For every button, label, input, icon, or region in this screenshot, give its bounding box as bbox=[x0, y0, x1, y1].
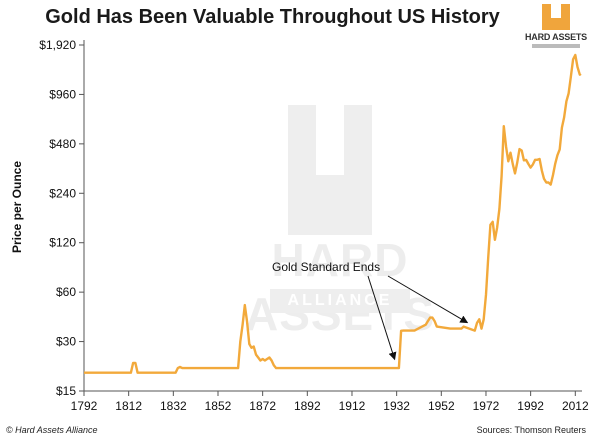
x-tick-label: 1972 bbox=[473, 399, 500, 413]
y-tick-label: $240 bbox=[49, 186, 76, 200]
sources-footer: Sources: Thomson Reuters bbox=[476, 425, 586, 435]
logo-text: HARD ASSETS bbox=[525, 32, 587, 42]
y-tick-label: $60 bbox=[56, 285, 76, 299]
y-tick-label: $1,920 bbox=[39, 38, 76, 52]
x-tick-label: 1832 bbox=[160, 399, 187, 413]
x-tick-label: 1792 bbox=[71, 399, 98, 413]
y-axis-label: Price per Ounce bbox=[10, 160, 24, 254]
y-tick-label: $960 bbox=[49, 87, 76, 101]
x-tick-label: 1952 bbox=[428, 399, 455, 413]
annotation-gold-standard-ends: Gold Standard Ends bbox=[272, 260, 380, 274]
annotation-arrow bbox=[387, 275, 469, 324]
logo-mark-icon bbox=[542, 4, 570, 30]
x-tick-label: 1912 bbox=[339, 399, 366, 413]
annotation-arrow bbox=[367, 275, 397, 361]
x-tick-label: 1992 bbox=[517, 399, 544, 413]
hard-assets-logo: HARD ASSETS bbox=[522, 4, 590, 52]
y-tick-label: $480 bbox=[49, 137, 76, 151]
gold-price-line bbox=[84, 53, 582, 374]
chart-title: Gold Has Been Valuable Throughout US His… bbox=[45, 6, 500, 28]
y-tick-label: $15 bbox=[56, 384, 76, 398]
x-tick-label: 1872 bbox=[249, 399, 276, 413]
y-tick-label: $120 bbox=[49, 236, 76, 250]
x-tick-label: 1932 bbox=[383, 399, 410, 413]
logo-underline bbox=[532, 44, 580, 48]
x-tick-label: 1852 bbox=[205, 399, 232, 413]
x-tick-label: 2012 bbox=[562, 399, 589, 413]
x-tick-label: 1892 bbox=[294, 399, 321, 413]
x-tick-label: 1812 bbox=[115, 399, 142, 413]
copyright-footer: © Hard Assets Alliance bbox=[6, 425, 98, 435]
y-tick-label: $30 bbox=[56, 335, 76, 349]
